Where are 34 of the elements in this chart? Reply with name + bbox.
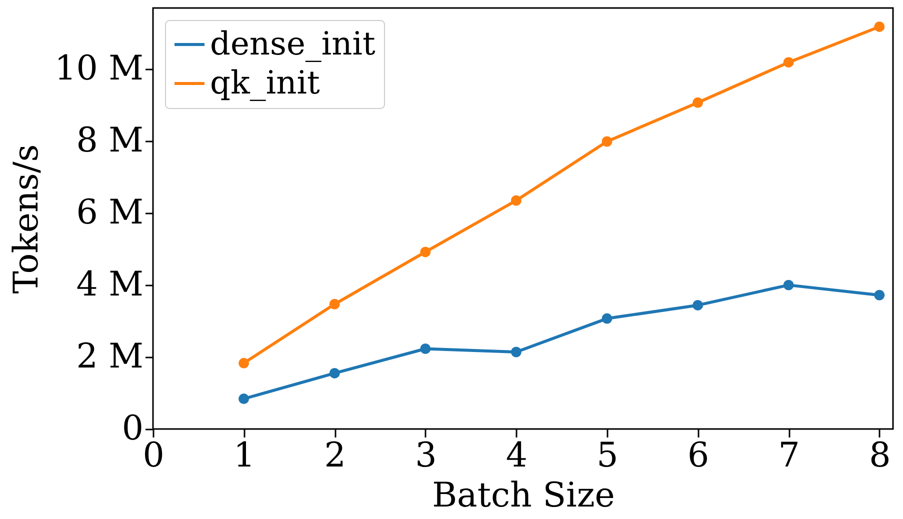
y-tick-label: 4 M [76, 264, 144, 305]
point [510, 346, 522, 358]
y-tick-label: 0 [122, 408, 144, 448]
x-tick-label: 3 [415, 436, 437, 476]
x-tick-label: 6 [687, 436, 710, 476]
legend-label: qk_init [210, 64, 320, 102]
y-axis-title: Tokens/s [6, 144, 47, 294]
point [692, 300, 704, 310]
y-tick-label: 6 M [76, 192, 144, 233]
x-axis-title: Batch Size [432, 476, 615, 516]
x-tick-label: 1 [233, 436, 256, 476]
point [602, 136, 612, 147]
point [783, 57, 794, 68]
y-tick-label: 10 M [54, 48, 144, 89]
point [329, 298, 340, 310]
x-tick-label: 4 [506, 436, 528, 476]
point [874, 21, 885, 32]
point [238, 394, 250, 404]
y-tick-label: 8 M [76, 120, 144, 161]
y-tick-label: 2 M [76, 336, 144, 377]
x-tick-label: 7 [778, 436, 800, 476]
point [420, 246, 431, 258]
point [238, 358, 250, 368]
x-tick-label: 2 [324, 436, 346, 476]
x-tick-label: 5 [596, 436, 618, 476]
x-tick-label: 8 [869, 436, 891, 476]
point [692, 97, 704, 108]
point [874, 290, 885, 300]
point [420, 344, 431, 354]
point [783, 280, 794, 290]
point [329, 368, 340, 378]
point [602, 313, 612, 324]
legend-label: dense_init [210, 24, 376, 62]
point [510, 195, 522, 206]
